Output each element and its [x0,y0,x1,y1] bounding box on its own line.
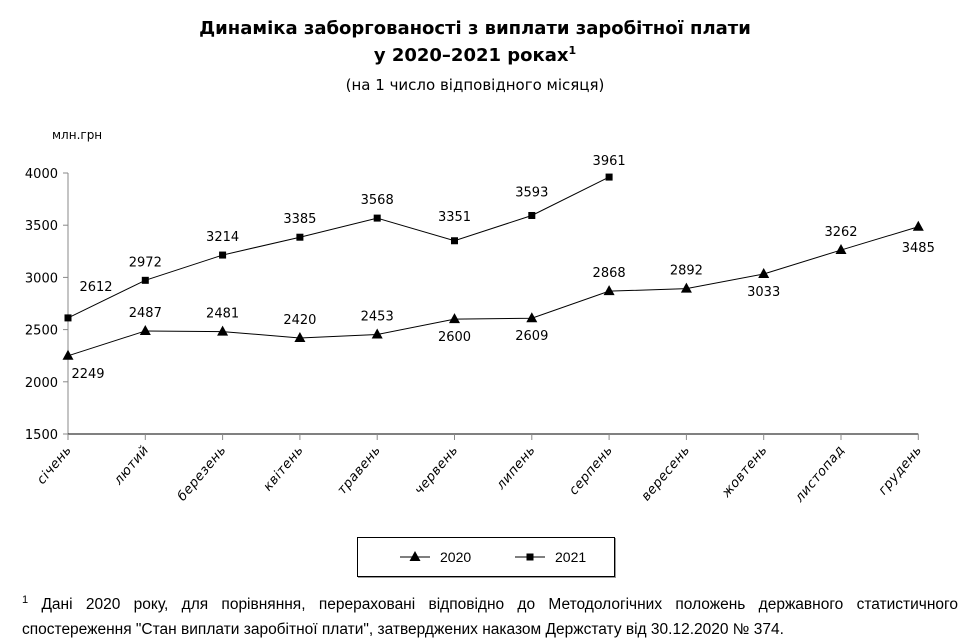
x-tick-label: липень [493,443,539,494]
triangle-marker [217,325,229,336]
footnote-number: 1 [22,594,29,606]
x-tick-label: листопад [792,443,848,506]
data-label: 2453 [361,310,394,325]
triangle-marker [371,328,383,339]
y-tick-label: 3000 [25,271,58,286]
data-label: 2249 [71,367,104,382]
x-tick-label: січень [34,443,75,488]
square-marker [219,251,227,259]
square-marker [605,173,613,181]
y-axis-label: млн.грн [52,128,102,142]
triangle-marker [912,220,924,231]
data-label: 3262 [824,225,857,240]
x-tick-label: жовтень [718,443,770,501]
square-marker [526,553,534,561]
triangle-marker [526,312,538,323]
data-label: 2612 [79,280,112,295]
chart-title-line2: у 2020–2021 роках1 [0,44,950,66]
triangle-marker [758,267,770,278]
x-tick-label: серпень [566,443,616,498]
x-tick-label: лютий [111,443,153,489]
data-label: 3033 [747,285,780,300]
x-tick-label: квітень [261,443,307,494]
footnote-mark: 1 [568,44,577,57]
triangle-marker [835,244,847,255]
data-label: 3385 [283,212,316,227]
legend: 2020 2021 [357,537,615,577]
triangle-marker [449,313,460,324]
footnote: 1 Дані 2020 року, для порівняння, перера… [22,588,958,642]
y-tick-label: 2500 [25,324,58,339]
x-tick-label: грудень [876,443,926,498]
data-label: 2892 [670,264,703,279]
legend-label-2020: 2020 [440,549,471,565]
square-marker [528,211,536,219]
data-label: 2600 [438,330,471,345]
chart-subtitle: (на 1 число відповідного місяця) [345,76,605,94]
triangle-marker [409,551,421,561]
footnote-text: Дані 2020 року, для порівняння, перерахо… [22,596,958,639]
line-chart: млн.грн 1500 2000 2500 3000 3500 4000 січень лют… [25,128,935,506]
legend-label-2021: 2021 [555,549,586,565]
data-label: 2481 [206,307,239,322]
y-tick-label: 4000 [25,167,58,182]
square-marker [373,214,381,222]
x-tick-label: вересень [639,443,694,504]
data-label: 3961 [593,154,626,169]
x-tick-label: березень [175,443,230,504]
triangle-marker [62,349,74,360]
title-line2-text: у 2020–2021 роках [373,45,569,66]
y-tick-label: 3500 [25,219,58,234]
triangle-marker [139,324,151,335]
data-label: 3485 [902,241,935,256]
series-2021: 2612 2972 3214 3385 3568 3351 3593 3961 [64,154,626,322]
data-label: 2487 [129,306,162,321]
x-tick-label: травень [335,443,384,498]
data-label: 2420 [283,313,316,328]
square-marker [451,237,458,245]
triangle-marker [603,285,615,296]
data-label: 3351 [438,210,471,225]
x-tick-label: червень [412,443,462,498]
chart-title: Динаміка заборгованості з виплати заробі… [199,18,751,39]
data-label: 3214 [206,230,239,245]
series-2020: 2249 2487 2481 2420 2453 2600 2609 2868 2892 3033… [62,220,935,382]
data-label: 2609 [515,329,548,344]
series-line [67,226,919,357]
data-label: 2972 [129,255,162,270]
series-line [67,176,610,319]
data-label: 3593 [515,185,548,200]
y-tick-label: 1500 [25,428,58,443]
square-marker [141,276,149,284]
data-label: 3568 [361,193,394,208]
data-label: 2868 [593,266,626,281]
square-marker [64,314,72,322]
triangle-marker [680,282,692,293]
triangle-marker [294,331,306,342]
y-tick-label: 2000 [25,376,58,391]
square-marker [296,233,304,241]
